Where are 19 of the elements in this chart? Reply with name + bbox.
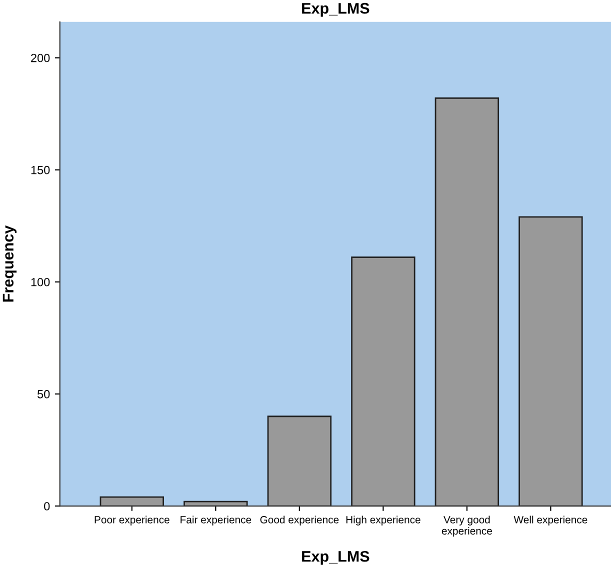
bar	[267, 416, 332, 506]
x-tick-label: Well experience	[514, 516, 588, 526]
x-tick-label: Poor experience	[94, 516, 170, 526]
bar	[518, 216, 583, 506]
bar	[351, 256, 416, 506]
bar	[100, 496, 164, 506]
y-tick-label: 200	[31, 54, 50, 62]
y-tick-label: 150	[31, 166, 50, 174]
x-tick-label: Fair experience	[180, 516, 252, 526]
y-tick-label: 100	[31, 278, 50, 286]
y-tick-label: 0	[44, 502, 50, 510]
x-axis-title: Exp_LMS	[302, 550, 370, 565]
x-tick-label: High experience	[346, 516, 420, 526]
chart-title: Exp_LMS	[302, 2, 370, 17]
x-tick-label: Very good experience	[442, 516, 492, 537]
y-tick-label: 50	[38, 390, 50, 398]
y-axis-title: Frequency	[2, 225, 17, 302]
bar	[434, 97, 500, 506]
x-tick-label: Good experience	[260, 516, 339, 526]
